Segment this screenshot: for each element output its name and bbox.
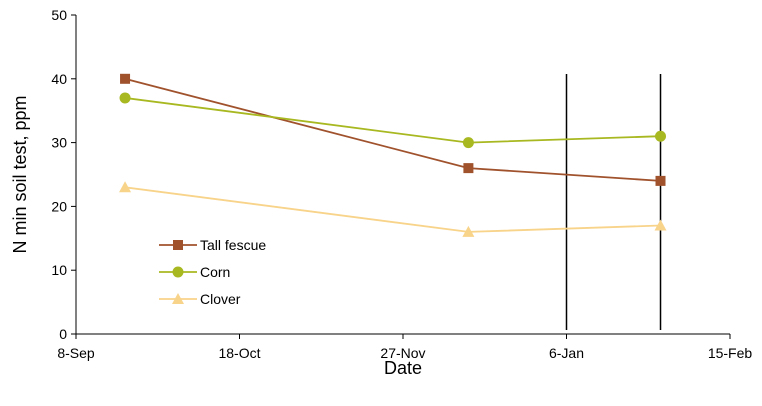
legend-label-clover: Clover [200,291,241,307]
y-axis-title: N min soil test, ppm [10,95,30,253]
legend: Tall fescue Corn Clover [159,237,266,307]
y-tick-label: 50 [51,7,67,23]
series-clover [119,181,667,237]
x-tick-label: 8-Sep [57,345,95,361]
legend-marker-clover [172,293,184,304]
axes: 0 10 20 30 40 50 8-Sep 18-Oct 27-Nov 6-Jan 15-Feb [51,7,752,361]
y-tick-label: 10 [51,262,67,278]
y-tick-label: 30 [51,135,67,151]
series-tall-fescue [120,73,666,186]
x-tick-label: 15-Feb [708,345,753,361]
data-point-tall-fescue [655,175,666,186]
x-tick-label: 18-Oct [218,345,260,361]
data-point-corn [462,137,474,149]
y-tick-label: 40 [51,71,67,87]
legend-item-tall-fescue: Tall fescue [159,237,266,253]
reference-lines [565,74,662,330]
x-axis-title: Date [384,358,422,378]
data-point-clover [119,181,132,193]
series-line-corn [124,97,661,144]
data-point-corn [655,130,667,142]
y-tick-label: 20 [51,198,67,214]
legend-item-clover: Clover [159,291,241,307]
x-tick-label: 27-Nov [380,345,425,361]
series-group [119,73,667,237]
data-point-tall-fescue [463,163,474,174]
y-tick-label: 0 [59,326,67,342]
data-point-tall-fescue [120,73,131,84]
data-point-clover [462,225,475,237]
x-tick-label: 6-Jan [549,345,584,361]
legend-marker-corn [172,266,184,278]
series-corn [119,92,667,149]
data-point-clover [654,219,667,231]
series-line-tall-fescue [124,77,661,182]
data-point-corn [119,92,131,104]
legend-label-tall-fescue: Tall fescue [200,237,266,253]
legend-marker-tall-fescue [173,240,183,250]
series-line-clover [124,186,661,233]
legend-item-corn: Corn [159,264,230,280]
legend-label-corn: Corn [200,264,230,280]
